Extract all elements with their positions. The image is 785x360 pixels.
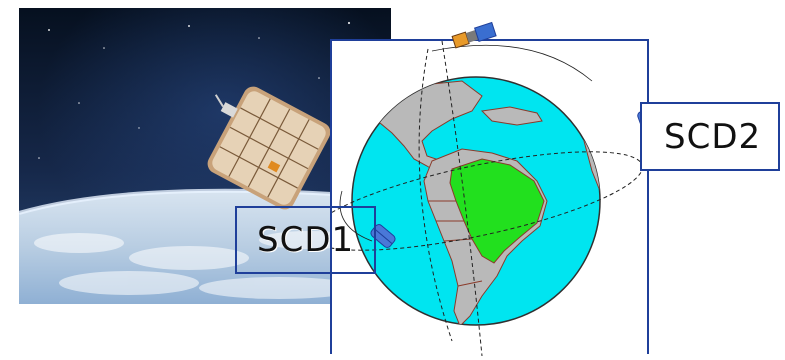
scd1-label-box: SCD1 [235,206,376,274]
scd2-label: SCD2 [664,116,762,157]
scd2-label-box: SCD2 [640,102,780,171]
scd1-label: SCD1 [257,220,355,260]
globe-panel [309,39,649,357]
earth-globe [309,40,643,357]
satellite-photo [19,8,391,304]
